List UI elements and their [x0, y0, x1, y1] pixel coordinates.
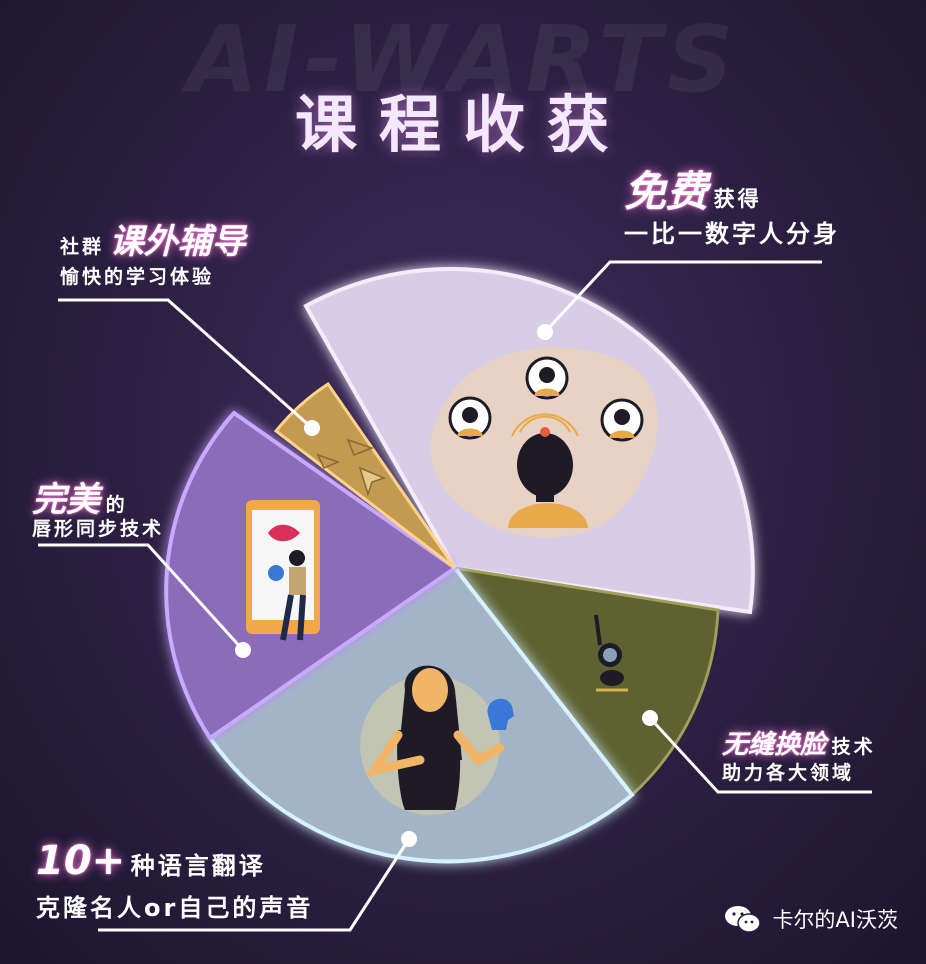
avatar-icon: [525, 356, 569, 400]
lips-icon: [268, 524, 300, 542]
watermark: 卡尔的AI沃茨: [724, 904, 898, 934]
paper-plane-icon: [316, 438, 375, 469]
label-faceswap-highlight: 无缝换脸: [722, 730, 827, 760]
slice-translate: [207, 565, 635, 864]
speaking-person-illustration: [365, 665, 505, 810]
label-lipsync-line2: 唇形同步技术: [32, 518, 165, 540]
label-community-highlight: 课外辅导: [109, 222, 246, 262]
label-community-line2: 愉快的学习体验: [60, 266, 215, 288]
label-lipsync-highlight: 完美: [32, 480, 100, 520]
speaking-head-icon: [487, 698, 514, 730]
label-lipsync-rest: 的: [105, 494, 128, 516]
leader-lines: [38, 260, 872, 932]
watermark-text: 卡尔的AI沃茨: [772, 908, 898, 932]
label-free-rest: 获得: [713, 187, 762, 211]
label-translate-rest: 种语言翻译: [130, 852, 266, 880]
label-free-line2: 一比一数字人分身: [624, 220, 840, 248]
label-faceswap-line1: 无缝换脸 技术: [722, 724, 876, 761]
slice-free-avatar: [303, 267, 755, 615]
label-free-line1: 免费 获得: [624, 158, 762, 219]
label-free-highlight: 免费: [624, 167, 709, 216]
slice-lipsync: [164, 410, 459, 741]
label-translate-line1: 10+ 种语言翻译: [36, 838, 266, 884]
label-translate-line2: 克隆名人or自己的声音: [36, 894, 314, 922]
label-community-line1: 社群 课外辅导: [60, 214, 246, 263]
slice-faceswap: [451, 565, 720, 798]
camera-bird-icon: [594, 614, 628, 692]
standing-person-illustration: [268, 550, 306, 641]
leader-dots: [235, 324, 658, 847]
avatar-icon: [508, 413, 588, 528]
label-lipsync-line1: 完美 的: [32, 472, 128, 521]
wechat-icon: [724, 904, 762, 934]
background-watermark-text: AI-WARTS: [186, 6, 740, 113]
label-faceswap-line2: 助力各大领域: [722, 762, 855, 784]
slice-community: [273, 381, 457, 570]
label-translate-highlight: 10+: [36, 838, 126, 884]
avatar-icon: [448, 396, 492, 440]
phone-icon: [246, 500, 320, 634]
avatar-icon: [600, 398, 644, 442]
cursor-icon: [358, 466, 387, 497]
label-community-prefix: 社群: [60, 236, 105, 258]
label-faceswap-rest: 技术: [831, 736, 876, 758]
page-title: 课程收获: [294, 88, 631, 161]
